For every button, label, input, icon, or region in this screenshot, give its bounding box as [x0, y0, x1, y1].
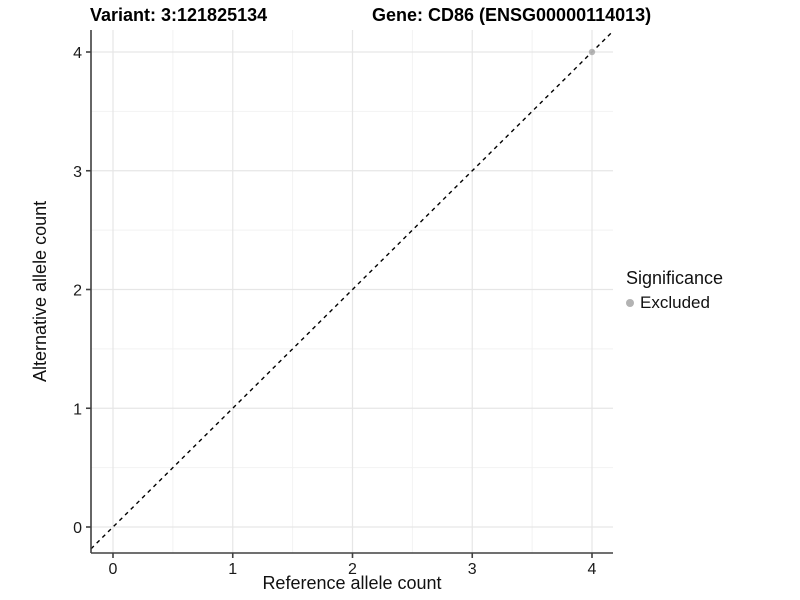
legend-title: Significance [626, 268, 724, 288]
x-tick-label: 3 [468, 561, 477, 578]
legend: Significance Excluded [626, 268, 723, 313]
y-tick-label: 0 [73, 520, 82, 537]
x-tick-label: 2 [348, 561, 357, 578]
y-axis-title: Alternative allele count [30, 200, 50, 383]
y-tick-label: 1 [73, 401, 82, 418]
legend-point-icon [626, 299, 634, 307]
x-axis-title: Reference allele count [262, 573, 442, 593]
x-tick-label: 4 [588, 561, 597, 578]
y-tick-label: 4 [73, 45, 82, 62]
y-tick-label: 2 [73, 283, 82, 300]
data-point-excluded [588, 48, 596, 56]
x-tick-label: 0 [109, 561, 118, 578]
legend-item-label: Excluded [640, 293, 710, 312]
plot-title-variant: Variant: 3:121825134 [90, 5, 268, 25]
legend-item-excluded: Excluded [626, 293, 723, 313]
plot-title-gene: Gene: CD86 (ENSG00000114013) [372, 5, 652, 25]
x-tick-label: 1 [228, 561, 237, 578]
identity-line [90, 30, 614, 550]
y-tick-label: 3 [73, 164, 82, 181]
